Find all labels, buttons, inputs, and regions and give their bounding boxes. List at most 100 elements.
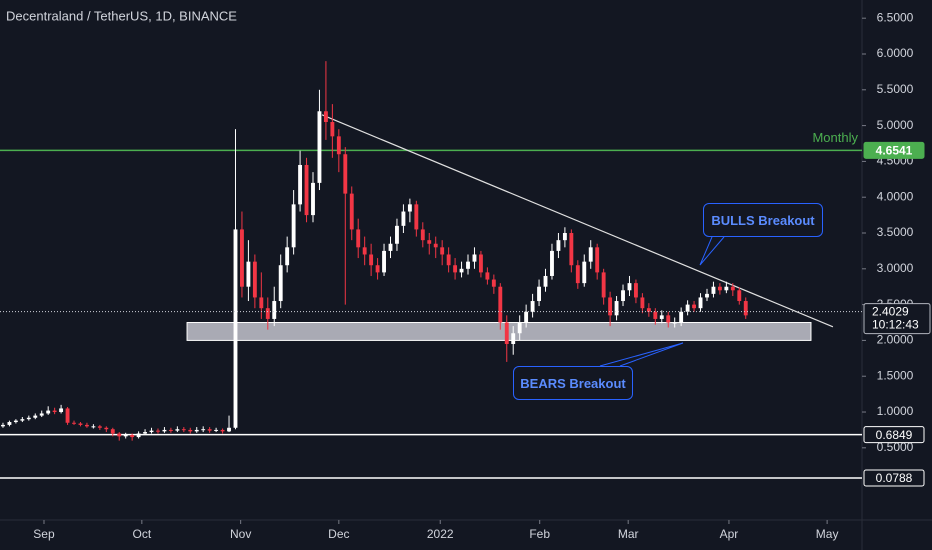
y-tick-label: 5.5000	[877, 82, 914, 96]
candle-body	[330, 122, 335, 137]
candle-body	[278, 265, 283, 302]
x-tick-label: 2022	[427, 527, 454, 541]
candle-body	[72, 422, 76, 424]
candle-body	[375, 265, 380, 273]
candle-body	[349, 193, 354, 230]
candle-body	[595, 247, 600, 273]
last-price-label: 2.4029	[872, 305, 909, 319]
candle-body	[537, 286, 541, 302]
candle-body	[420, 229, 425, 241]
candle-body	[679, 311, 684, 323]
candle-body	[601, 272, 606, 298]
y-tick-label: 4.0000	[877, 189, 914, 203]
candle-body	[672, 322, 677, 324]
x-tick-label: Sep	[33, 527, 55, 541]
candle-body	[343, 154, 348, 194]
candle-body	[730, 286, 735, 291]
candle-body	[530, 301, 535, 312]
candle-body	[433, 243, 438, 248]
level-price-box	[863, 141, 925, 159]
candle-body	[84, 424, 89, 427]
candle-body	[97, 426, 102, 428]
level-price-label: 0.0788	[876, 471, 913, 485]
candle-body	[511, 333, 516, 344]
candle-body	[582, 261, 587, 284]
candle-body	[666, 315, 671, 323]
candle-body	[59, 408, 64, 413]
bears-pointer	[599, 342, 684, 367]
candle-body	[214, 429, 219, 431]
candle-body	[466, 261, 470, 269]
candle-body	[562, 233, 567, 241]
candle-body	[317, 111, 322, 183]
candle-body	[659, 315, 664, 319]
candle-body	[737, 290, 742, 302]
candle-body	[524, 311, 529, 323]
candle-body	[362, 247, 367, 255]
candle-body	[575, 265, 580, 284]
candle-body	[91, 426, 96, 428]
bears-callout: BEARS Breakout	[513, 366, 633, 400]
candle-body	[39, 413, 44, 416]
candle-body	[485, 272, 490, 280]
candle-body	[685, 304, 690, 312]
y-tick-label: 5.0000	[877, 118, 914, 132]
candle-body	[20, 419, 25, 421]
y-tick-label: 0.5000	[877, 440, 914, 454]
x-tick-label: May	[816, 527, 839, 541]
candle-body	[311, 182, 315, 216]
candle-body	[298, 164, 303, 205]
candle-body	[614, 301, 619, 316]
x-tick-label: Dec	[328, 527, 349, 541]
support-zone	[186, 322, 812, 341]
candle-body	[156, 430, 160, 432]
x-tick-label: Oct	[133, 527, 152, 541]
candle-body	[110, 429, 115, 434]
y-tick-label: 1.0000	[877, 404, 914, 418]
candle-body	[550, 250, 554, 276]
candle-body	[556, 240, 561, 251]
candle-body	[130, 434, 135, 438]
trend-line	[321, 114, 834, 328]
candle-body	[646, 308, 651, 312]
candle-body	[117, 433, 122, 437]
candle-body	[388, 243, 393, 251]
countdown-label: 10:12:43	[872, 318, 919, 332]
candle-body	[543, 275, 548, 287]
candle-body	[407, 204, 412, 212]
candle-body	[194, 429, 199, 432]
y-tick-label: 3.5000	[877, 225, 914, 239]
candle-body	[33, 415, 38, 418]
y-tick-label: 6.0000	[877, 46, 914, 60]
candle-body	[634, 283, 638, 298]
level-price-box	[863, 469, 925, 487]
level-price-label: 4.6541	[876, 144, 913, 158]
candle-body	[78, 423, 83, 425]
candle-body	[240, 229, 244, 287]
candle-body	[201, 429, 206, 431]
x-tick-label: Nov	[230, 527, 251, 541]
candle-body	[478, 254, 483, 273]
candle-body	[705, 293, 709, 298]
candle-body	[227, 427, 231, 432]
candle-body	[272, 301, 277, 319]
candle-body	[717, 286, 722, 291]
x-tick-label: Apr	[720, 527, 739, 541]
candle-body	[711, 286, 716, 294]
candle-body	[336, 136, 341, 155]
candle-body	[323, 111, 328, 123]
candle-body	[440, 247, 445, 255]
candle-body	[498, 286, 503, 323]
candle-body	[1, 424, 5, 427]
candle-body	[446, 254, 451, 266]
candle-body	[13, 420, 18, 423]
candle-body	[188, 429, 193, 432]
y-tick-label: 6.5000	[877, 10, 914, 24]
candle-body	[414, 204, 419, 230]
candle-body	[7, 422, 12, 425]
candle-body	[149, 430, 154, 433]
candle-body	[285, 247, 290, 266]
